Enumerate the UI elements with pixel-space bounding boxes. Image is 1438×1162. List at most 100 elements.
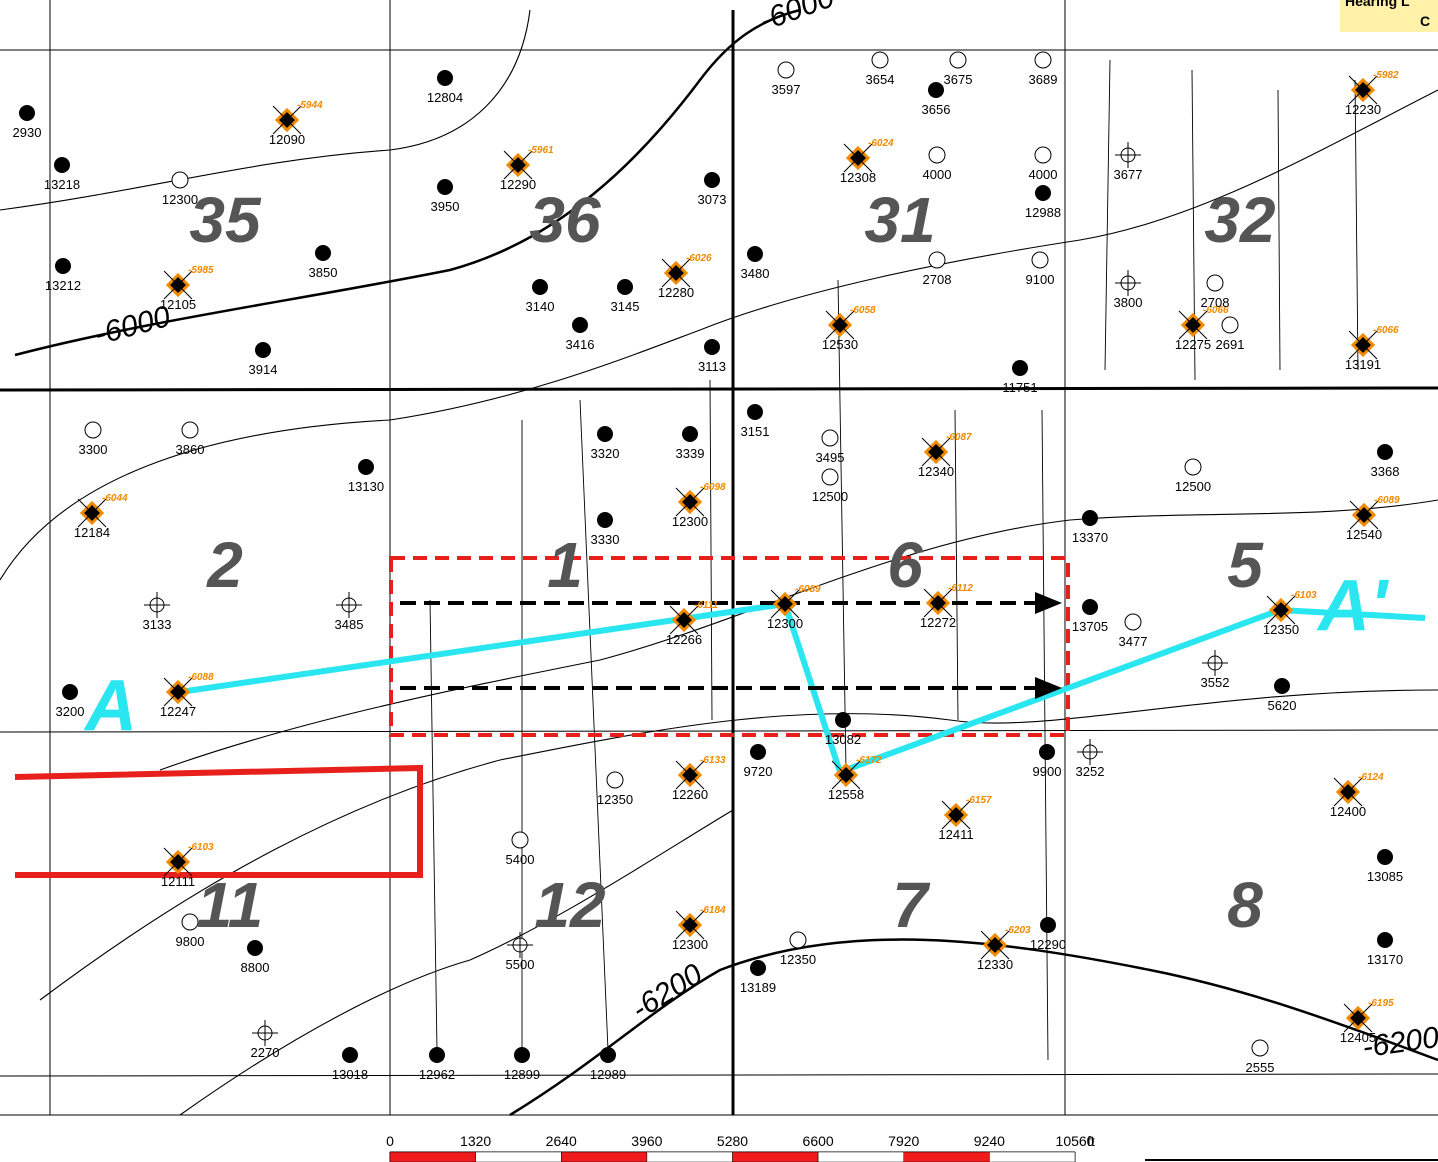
well-cross bbox=[1077, 739, 1103, 765]
well-open bbox=[1221, 316, 1239, 334]
well-label: 2555 bbox=[1246, 1060, 1275, 1075]
well-rays bbox=[1266, 595, 1296, 625]
well-label: 12090 bbox=[269, 132, 305, 147]
scale-label: 9240 bbox=[974, 1133, 1005, 1149]
section-number: 12 bbox=[534, 869, 605, 941]
well-dot bbox=[597, 512, 613, 528]
scale-segment bbox=[475, 1151, 562, 1162]
scale-label: 1320 bbox=[460, 1133, 491, 1149]
well-label: 12350 bbox=[1263, 622, 1299, 637]
well-dot bbox=[358, 459, 374, 475]
well-rays bbox=[1343, 1003, 1373, 1033]
well-open bbox=[928, 146, 946, 164]
well-label: 12405 bbox=[1340, 1030, 1376, 1045]
section-number: 31 bbox=[864, 184, 935, 256]
well-depth: -6124 bbox=[1358, 772, 1384, 783]
well-depth: -6172 bbox=[856, 755, 882, 766]
well-rays bbox=[163, 270, 193, 300]
scale-label: 3960 bbox=[631, 1133, 662, 1149]
well-label: 12105 bbox=[160, 297, 196, 312]
well-label: 3252 bbox=[1076, 764, 1105, 779]
well-label: 12300 bbox=[672, 514, 708, 529]
well-label: 12804 bbox=[427, 90, 463, 105]
contour bbox=[14, 8, 801, 357]
well-open bbox=[1251, 1039, 1269, 1057]
well-label: 12500 bbox=[1175, 479, 1211, 494]
contour bbox=[0, 89, 1438, 581]
scale-segment bbox=[561, 1151, 648, 1162]
section-line bbox=[0, 729, 1438, 733]
scale-label: 7920 bbox=[888, 1133, 919, 1149]
well-rays bbox=[843, 143, 873, 173]
well-label: 2270 bbox=[251, 1045, 280, 1060]
well-label: 4000 bbox=[923, 167, 952, 182]
scale-segment bbox=[389, 1151, 476, 1162]
well-dot bbox=[617, 279, 633, 295]
well-label: 13191 bbox=[1345, 357, 1381, 372]
well-open bbox=[949, 51, 967, 69]
well-cross bbox=[1202, 650, 1228, 676]
well-label: 12300 bbox=[162, 192, 198, 207]
well-open bbox=[928, 251, 946, 269]
well-label: 2691 bbox=[1216, 337, 1245, 352]
well-label: 3675 bbox=[944, 72, 973, 87]
well-label: 3914 bbox=[249, 362, 278, 377]
well-open bbox=[181, 421, 199, 439]
contour-label: -6000 bbox=[755, 0, 839, 38]
well-depth: -6066 bbox=[1373, 325, 1399, 336]
well-depth: -6088 bbox=[188, 672, 214, 683]
well-label: 3495 bbox=[816, 450, 845, 465]
well-label: 12260 bbox=[672, 787, 708, 802]
well-label: 13082 bbox=[825, 732, 861, 747]
well-depth: -6066 bbox=[1203, 305, 1229, 316]
well-rays bbox=[921, 437, 951, 467]
well-dot bbox=[1377, 849, 1393, 865]
well-label: 12275 bbox=[1175, 337, 1211, 352]
section-number: 36 bbox=[529, 184, 601, 256]
well-dot bbox=[1082, 599, 1098, 615]
well-open bbox=[511, 831, 529, 849]
well-label: 3200 bbox=[56, 704, 85, 719]
well-depth: -6195 bbox=[1368, 998, 1394, 1009]
well-dot bbox=[55, 258, 71, 274]
well-open bbox=[1206, 274, 1224, 292]
well-rays bbox=[77, 498, 107, 528]
well-open bbox=[181, 913, 199, 931]
well-label: 3113 bbox=[698, 359, 726, 374]
well-dot bbox=[54, 157, 70, 173]
well-dot bbox=[255, 342, 271, 358]
section-line bbox=[0, 386, 1438, 392]
well-label: 3073 bbox=[698, 192, 727, 207]
well-label: 3320 bbox=[591, 446, 620, 461]
well-depth: -6024 bbox=[868, 138, 894, 149]
well-label: 12988 bbox=[1025, 205, 1061, 220]
well-label: 12300 bbox=[767, 616, 803, 631]
well-label: 3477 bbox=[1119, 634, 1148, 649]
well-dot bbox=[1040, 917, 1056, 933]
well-label: 3552 bbox=[1201, 675, 1230, 690]
well-label: 5400 bbox=[506, 852, 535, 867]
well-depth: -6103 bbox=[1291, 590, 1317, 601]
well-depth: -5985 bbox=[188, 265, 214, 276]
well-label: 3140 bbox=[526, 299, 555, 314]
well-label: 13018 bbox=[332, 1067, 368, 1082]
scale-segment bbox=[817, 1151, 904, 1162]
well-rays bbox=[163, 847, 193, 877]
well-label: 12400 bbox=[1330, 804, 1366, 819]
well-label: 13218 bbox=[44, 177, 80, 192]
well-rays bbox=[941, 800, 971, 830]
well-label: 3597 bbox=[772, 82, 801, 97]
arrow-head bbox=[1035, 677, 1062, 699]
contour bbox=[509, 938, 1438, 1117]
well-depth: -5982 bbox=[1373, 70, 1399, 81]
well-label: 12530 bbox=[822, 337, 858, 352]
well-rays bbox=[923, 588, 953, 618]
well-dot bbox=[704, 339, 720, 355]
well-rays bbox=[163, 677, 193, 707]
well-dot bbox=[1039, 744, 1055, 760]
well-label: 3860 bbox=[176, 442, 205, 457]
well-cross bbox=[336, 592, 362, 618]
well-dot bbox=[429, 1047, 445, 1063]
well-open bbox=[1034, 146, 1052, 164]
cross-section-end: A' bbox=[1316, 566, 1390, 646]
